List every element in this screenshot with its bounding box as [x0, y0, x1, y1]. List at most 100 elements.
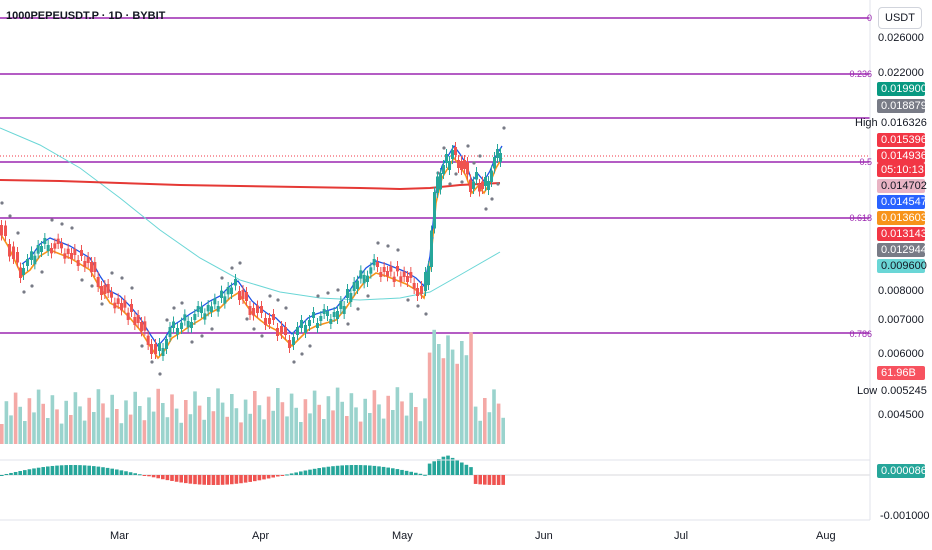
fib-retracement[interactable]: [0, 17, 870, 334]
sar-dot: [70, 226, 74, 230]
candle-body: [154, 344, 157, 354]
price-tag-gray: 0.012944: [877, 243, 927, 257]
candle-body: [272, 314, 275, 320]
price-tick: 0.008000: [878, 285, 924, 297]
volume-bar: [381, 418, 386, 444]
fib-label-0236: 0.236: [849, 69, 872, 79]
macd-bar: [239, 475, 243, 484]
volume-bar: [432, 329, 436, 444]
volume-bar: [234, 408, 239, 444]
candle-body: [73, 249, 77, 255]
sar-dot: [292, 360, 296, 364]
candle-body: [150, 344, 153, 354]
volume-bar: [487, 412, 492, 444]
volume-bar: [193, 391, 197, 444]
volume-bar: [69, 415, 73, 444]
candle-body: [123, 300, 127, 308]
volume-bar: [73, 392, 78, 444]
candle-body: [100, 286, 103, 295]
candle-body: [304, 325, 307, 333]
volume-bar: [147, 397, 151, 444]
candle-body: [392, 276, 396, 282]
candle-body: [389, 266, 393, 272]
candle-body: [158, 343, 161, 351]
volume-bar: [174, 408, 179, 444]
candle-body: [140, 322, 143, 332]
volume-bar: [345, 416, 349, 444]
sar-dot: [100, 302, 104, 306]
macd-bar: [432, 461, 436, 475]
candle-body: [116, 298, 120, 304]
volume-bar: [248, 413, 252, 444]
macd-bar: [230, 475, 234, 485]
sar-dot: [110, 271, 114, 275]
volume-bar: [441, 358, 446, 444]
macd-bar: [446, 455, 450, 475]
candle-body: [379, 272, 383, 277]
candle-body: [200, 306, 203, 313]
sar-dot: [200, 334, 204, 338]
macd-bar: [124, 471, 128, 475]
volume-bar: [165, 417, 170, 444]
symbol-title[interactable]: 1000PEPEUSDT.P · 1D · BYBIT: [6, 10, 166, 22]
candle-body: [60, 243, 63, 249]
candle-body: [26, 259, 29, 266]
candle-body: [226, 287, 230, 295]
macd-bar: [133, 473, 137, 475]
month-label: Jun: [535, 530, 553, 542]
volume-bar: [326, 396, 331, 444]
candle-body: [460, 161, 463, 170]
price-tag-ema-orange: 0.013603: [877, 211, 927, 225]
sar-dot: [396, 248, 400, 252]
macd-bar: [395, 469, 400, 475]
sar-dot: [386, 244, 390, 248]
volume-bar: [13, 392, 18, 444]
candle-body: [442, 165, 445, 174]
volume-bar: [257, 405, 262, 444]
macd-bar: [377, 466, 381, 475]
price-tag-last: 0.014936: [877, 149, 927, 163]
candle-body: [210, 306, 213, 312]
macd-bar: [50, 465, 55, 475]
candle-body: [362, 275, 366, 284]
macd-tag: 0.000086: [877, 464, 927, 478]
macd-bar: [455, 460, 459, 475]
volume-bar: [46, 418, 50, 444]
currency-button[interactable]: USDT: [878, 7, 922, 29]
sar-dot: [472, 161, 476, 165]
macd-bar: [460, 462, 464, 475]
sar-dot: [220, 276, 224, 280]
macd-bar: [303, 470, 308, 475]
macd-bar: [9, 472, 13, 475]
candle-body: [356, 280, 359, 289]
volume-bar: [220, 402, 225, 444]
volume-bar: [27, 398, 32, 444]
volume-bar: [322, 419, 326, 444]
candle-body: [8, 244, 11, 257]
candle-body: [46, 245, 50, 251]
volume-bar: [253, 391, 257, 444]
month-label: Mar: [110, 530, 129, 542]
candle-body: [248, 306, 252, 315]
sar-dot: [490, 197, 494, 201]
macd-bar: [128, 472, 133, 475]
candle-body: [430, 230, 433, 267]
macd-bar: [496, 475, 501, 485]
macd-bar: [142, 475, 147, 476]
macd-bar: [18, 471, 22, 475]
ma200-line: [0, 179, 501, 191]
volume-bar: [0, 424, 4, 444]
volume-bar: [156, 388, 160, 444]
price-tick: 0.026000: [878, 32, 924, 44]
macd-bar: [179, 475, 183, 483]
candle-body: [143, 321, 147, 331]
candle-body: [165, 339, 168, 349]
volume-bar: [312, 390, 317, 444]
sar-dot: [478, 154, 482, 158]
candle-body: [172, 321, 175, 328]
candle-body: [256, 305, 259, 313]
volume-bar: [483, 398, 487, 444]
macd-bar: [349, 465, 354, 475]
price-tag-ma-fast: 0.019900: [877, 82, 927, 96]
